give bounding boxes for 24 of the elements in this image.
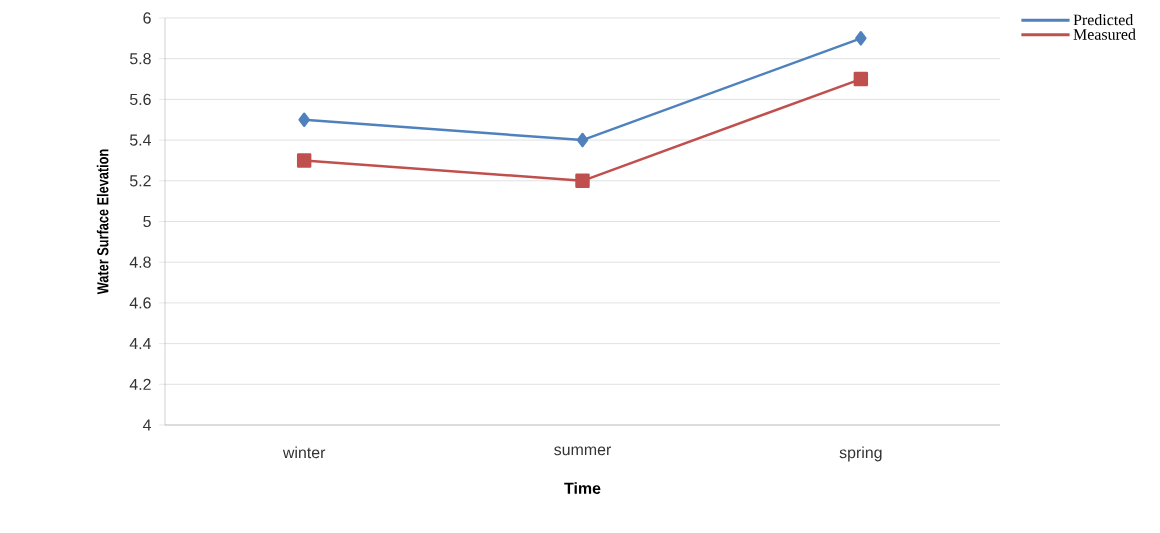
y-tick-label: 4.2 — [129, 378, 151, 390]
y-tick-label: 6 — [143, 12, 151, 24]
legend-label: Predicted — [1073, 14, 1134, 26]
y-tick-label: 5.6 — [129, 93, 151, 106]
point — [576, 132, 589, 148]
point — [298, 112, 310, 127]
y-tick-label: 5.4 — [129, 134, 152, 146]
y-tick-label: 4.4 — [129, 338, 152, 350]
y-tick-label: 5.2 — [129, 175, 151, 187]
y-axis-title: Water Surface Elevation — [96, 149, 109, 295]
y-tick-label: 4.6 — [129, 297, 151, 309]
y-tick-label: 5.8 — [129, 53, 151, 65]
point — [296, 153, 312, 168]
y-tick-label: 4 — [142, 419, 152, 431]
point — [575, 173, 590, 189]
x-tick-label: winter — [282, 446, 326, 459]
point — [855, 31, 867, 46]
y-tick-label: 5 — [143, 215, 151, 228]
x-tick-label: spring — [839, 446, 882, 462]
x-axis-title: Time — [564, 482, 601, 494]
point — [853, 71, 869, 87]
x-tick-label: summer — [554, 446, 612, 456]
y-tick-label: 4.8 — [129, 256, 151, 268]
legend-label: Measured — [1073, 28, 1136, 40]
